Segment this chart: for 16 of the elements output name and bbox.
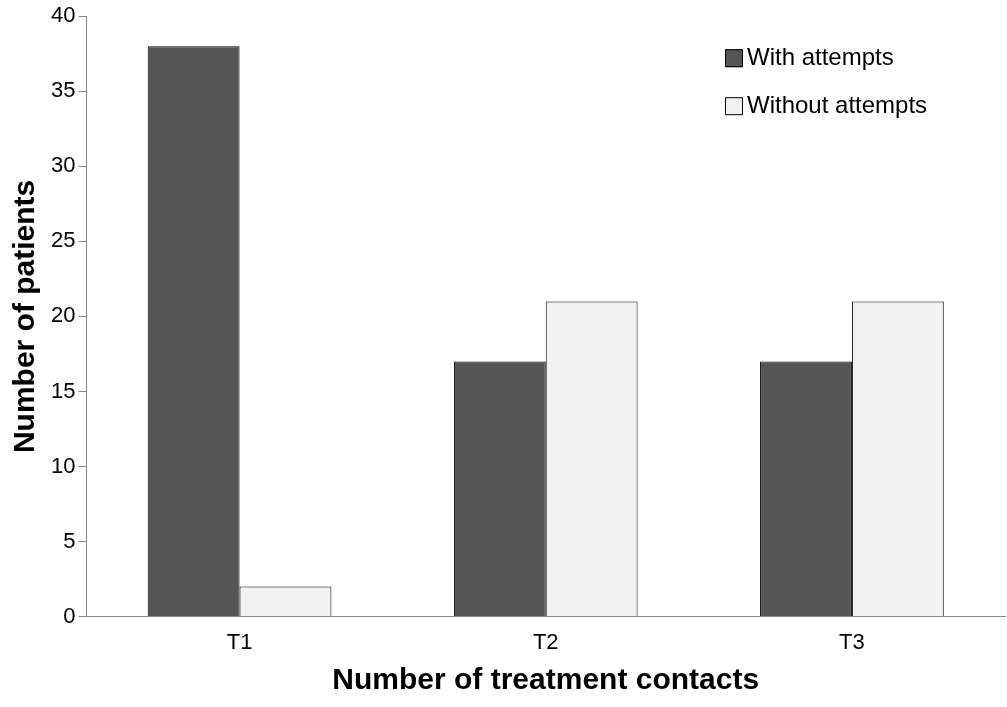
legend-label: With attempts (747, 42, 894, 70)
y-tick-label: 25 (50, 227, 76, 253)
y-tick-label: 0 (63, 602, 76, 628)
y-tick-label: 10 (50, 452, 76, 478)
y-tick-label: 15 (50, 377, 76, 403)
y-tick-label: 20 (50, 302, 76, 328)
y-tick-label: 5 (63, 527, 76, 553)
y-tick-label: 40 (50, 2, 76, 28)
y-axis-title: Number of patients (7, 179, 41, 454)
legend-label: Without attempts (747, 90, 928, 118)
y-tick-label: 30 (50, 152, 76, 178)
x-tick-label: T2 (532, 628, 559, 654)
y-tick-label: 35 (50, 77, 76, 103)
x-tick-label: T3 (839, 628, 865, 654)
x-axis-title: Number of treatment contacts (332, 662, 760, 696)
x-tick-label: T1 (226, 628, 253, 654)
